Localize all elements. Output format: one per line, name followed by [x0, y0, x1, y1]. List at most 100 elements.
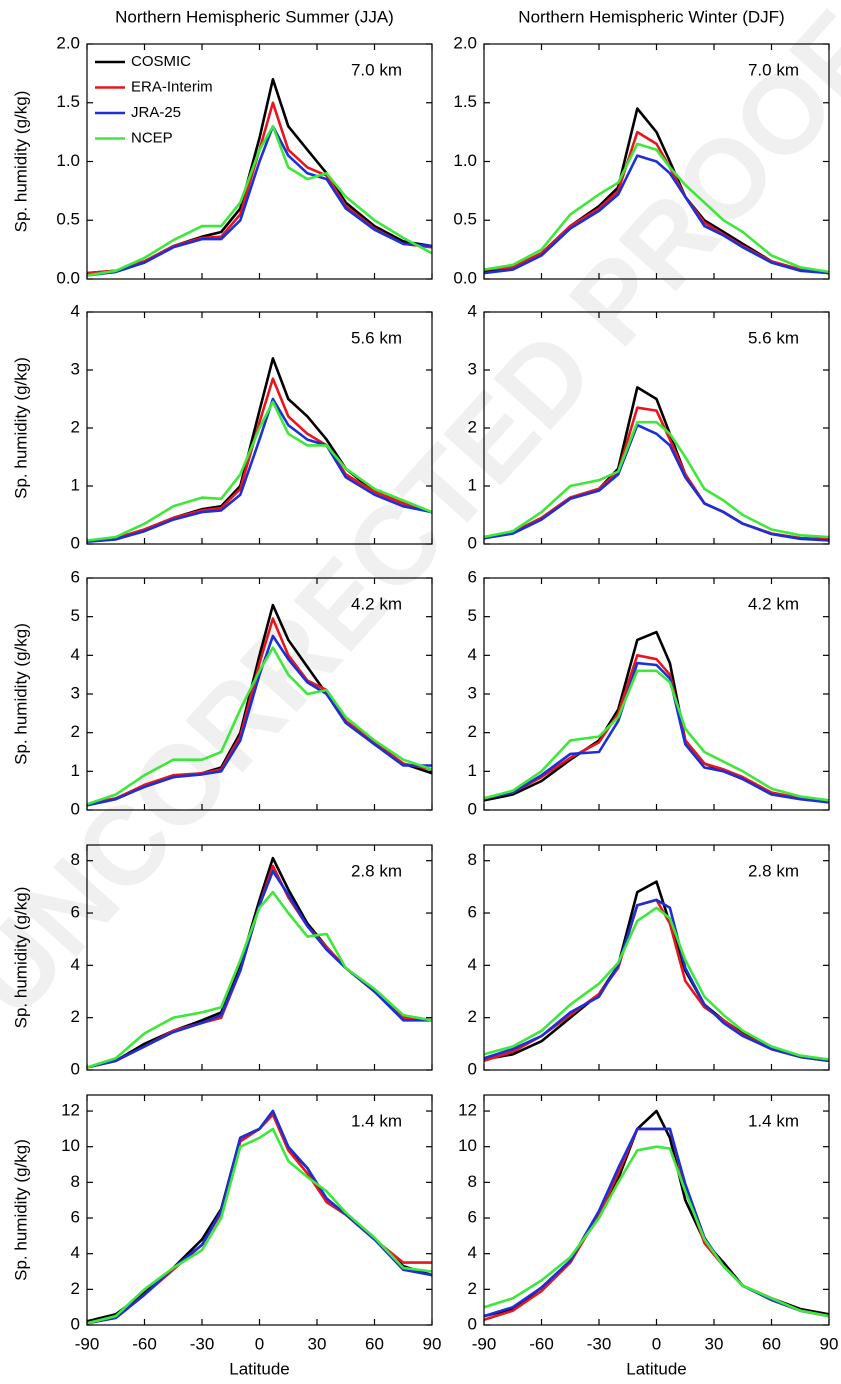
y-tick-label: 0: [71, 1059, 80, 1078]
x-tick-label: 30: [705, 1334, 724, 1353]
x-tick-label: 30: [308, 1334, 327, 1353]
y-tick-label: 12: [458, 1101, 477, 1120]
y-tick-label: 4: [468, 645, 477, 664]
series-line: [87, 646, 432, 806]
y-tick-label: 2: [71, 1007, 80, 1026]
x-tick-label: -60: [132, 1334, 157, 1353]
series-line: [484, 1145, 829, 1318]
series-line: [87, 890, 432, 1069]
series-line: [484, 653, 829, 803]
y-tick-label: 0: [71, 799, 80, 818]
y-tick-label: 6: [71, 1208, 80, 1227]
y-tick-label: 3: [71, 683, 80, 702]
y-tick-label: 0.5: [453, 210, 477, 229]
y-tick-label: 0: [468, 1059, 477, 1078]
y-tick-label: 1: [71, 475, 80, 494]
y-axis-label: Sp. humidity (g/kg): [11, 357, 30, 499]
y-tick-label: 4: [71, 301, 80, 320]
y-tick-label: 1: [468, 761, 477, 780]
column-title: Northern Hemispheric Winter (DJF): [518, 7, 784, 26]
legend-label: COSMIC: [131, 53, 191, 70]
series-line: [484, 423, 829, 542]
y-tick-label: 0.0: [56, 268, 80, 287]
y-tick-label: 1.5: [56, 92, 80, 111]
height-label: 2.8 km: [351, 861, 402, 880]
x-tick-label: 0: [255, 1334, 264, 1353]
y-tick-label: 2.0: [56, 33, 80, 52]
y-tick-label: 8: [71, 1172, 80, 1191]
height-label: 7.0 km: [351, 60, 402, 79]
y-tick-label: 6: [71, 903, 80, 922]
y-tick-label: 0: [468, 533, 477, 552]
column-title: Northern Hemispheric Summer (JJA): [115, 7, 394, 26]
y-tick-label: 3: [468, 359, 477, 378]
y-tick-label: 5: [71, 606, 80, 625]
height-label: 4.2 km: [748, 594, 799, 613]
series-line: [87, 400, 432, 542]
y-tick-label: 8: [71, 850, 80, 869]
x-tick-label: 0: [652, 1334, 661, 1353]
x-tick-label: 60: [365, 1334, 384, 1353]
series-line: [484, 420, 829, 539]
series-line: [484, 1127, 829, 1318]
y-tick-label: 6: [71, 567, 80, 586]
y-tick-label: 2: [468, 1007, 477, 1026]
height-label: 5.6 km: [351, 328, 402, 347]
series-line: [87, 617, 432, 806]
y-tick-label: 2: [71, 722, 80, 741]
height-label: 1.4 km: [351, 1111, 402, 1130]
y-tick-label: 4: [468, 301, 477, 320]
y-tick-label: 5: [468, 606, 477, 625]
y-tick-label: 4: [468, 955, 477, 974]
y-tick-label: 2: [468, 1279, 477, 1298]
y-tick-label: 10: [458, 1136, 477, 1155]
height-label: 1.4 km: [748, 1111, 799, 1130]
series-line: [484, 906, 829, 1061]
series-line: [484, 669, 829, 802]
height-label: 7.0 km: [748, 60, 799, 79]
x-tick-label: -30: [587, 1334, 612, 1353]
y-tick-label: 2: [468, 417, 477, 436]
series-line: [484, 661, 829, 804]
series-line: [87, 1109, 432, 1325]
series-line: [484, 154, 829, 275]
series-line: [484, 898, 829, 1063]
y-axis-label: Sp. humidity (g/kg): [11, 623, 30, 765]
x-tick-label: -60: [529, 1334, 554, 1353]
y-tick-label: 0: [468, 799, 477, 818]
x-tick-label: -90: [75, 1334, 100, 1353]
height-label: 5.6 km: [748, 328, 799, 347]
legend-label: ERA-Interim: [131, 78, 213, 95]
y-tick-label: 1.0: [453, 151, 477, 170]
series-line: [87, 125, 432, 277]
x-axis-label: Latitude: [229, 1359, 290, 1378]
y-tick-label: 2: [71, 417, 80, 436]
x-tick-label: -90: [472, 1334, 497, 1353]
y-tick-label: 1.5: [453, 92, 477, 111]
x-tick-label: 90: [820, 1334, 839, 1353]
y-tick-label: 3: [468, 683, 477, 702]
y-tick-label: 10: [61, 1136, 80, 1155]
y-tick-label: 4: [71, 645, 80, 664]
y-tick-label: 0: [71, 1314, 80, 1333]
x-axis-label: Latitude: [626, 1359, 687, 1378]
series-line: [87, 125, 432, 277]
y-tick-label: 8: [468, 850, 477, 869]
height-label: 2.8 km: [748, 861, 799, 880]
series-line: [87, 377, 432, 543]
y-tick-label: 0: [71, 533, 80, 552]
y-axis-label: Sp. humidity (g/kg): [11, 1139, 30, 1281]
y-tick-label: 12: [61, 1101, 80, 1120]
x-tick-label: 60: [762, 1334, 781, 1353]
y-tick-label: 0.0: [453, 268, 477, 287]
y-tick-label: 4: [468, 1243, 477, 1262]
x-tick-label: 90: [423, 1334, 442, 1353]
series-line: [87, 1113, 432, 1325]
y-tick-label: 6: [468, 1208, 477, 1227]
watermark: UNCORRECTED PROOF: [0, 0, 841, 1039]
y-tick-label: 4: [71, 1243, 80, 1262]
y-tick-label: 6: [468, 567, 477, 586]
series-line: [87, 397, 432, 543]
y-tick-label: 2.0: [453, 33, 477, 52]
